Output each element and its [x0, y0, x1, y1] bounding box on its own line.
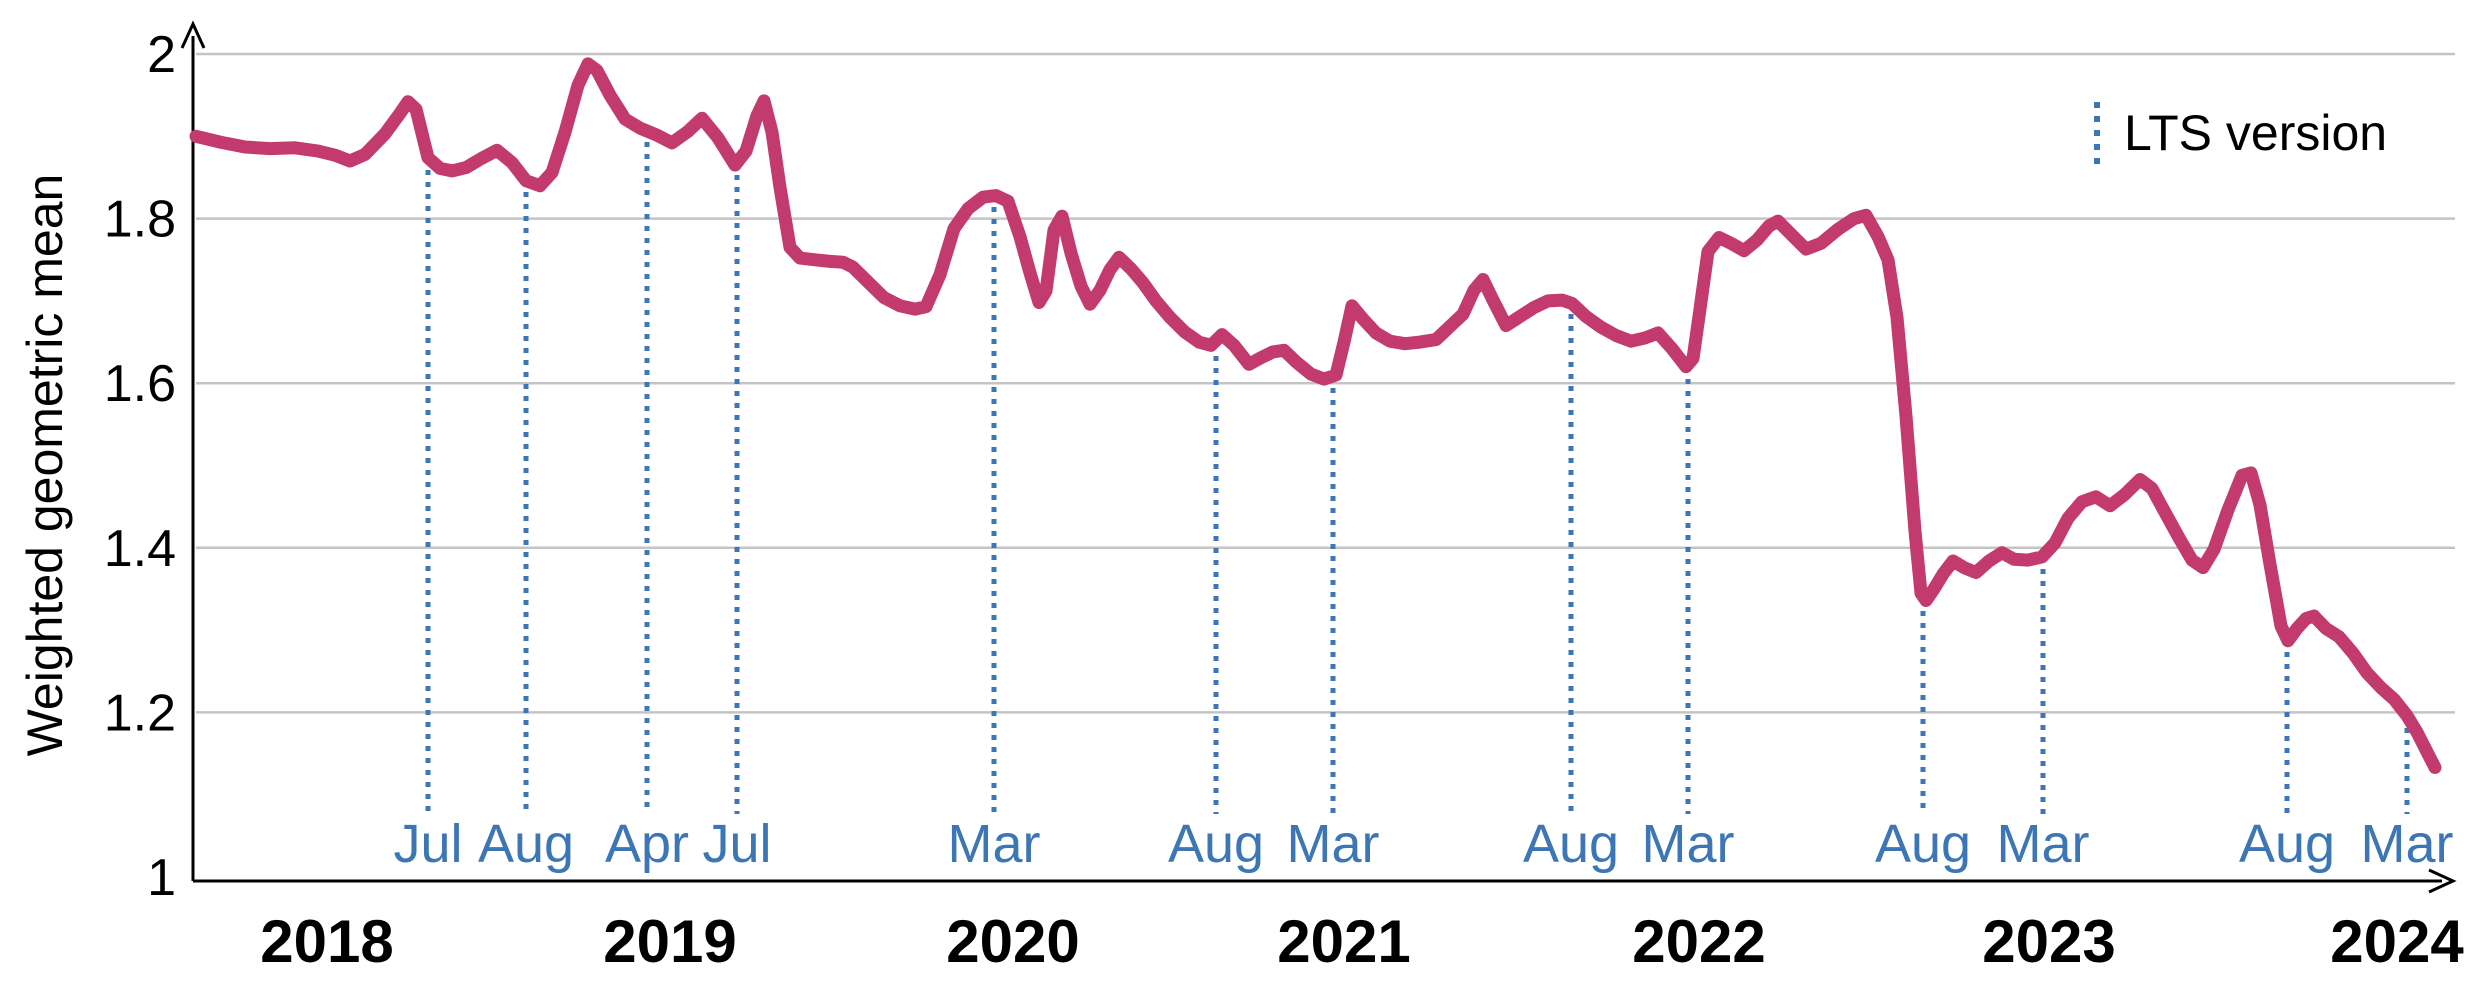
- axes: [180, 20, 2457, 894]
- y-tick-label: 1.4: [104, 520, 176, 578]
- x-tick-label: 2022: [1632, 908, 1765, 975]
- lts-marker-label: Aug: [1523, 814, 1619, 874]
- lts-marker-label: Aug: [1168, 814, 1264, 874]
- y-axis-title: Weighted geometric mean: [17, 174, 73, 757]
- series-line: [189, 57, 2442, 774]
- lts-marker-label: Jul: [393, 814, 462, 874]
- lts-marker-label: Aug: [2239, 814, 2335, 874]
- x-axis-arrow-icon: [2428, 868, 2457, 894]
- x-tick-label: 2024: [2330, 908, 2464, 975]
- lts-marker-label: Mar: [1287, 814, 1380, 874]
- data-series: [189, 57, 2442, 774]
- lts-marker-label: Aug: [478, 814, 574, 874]
- x-tick-labels: 2018 2019 2020 2021 2022 2023 2024: [260, 908, 2464, 975]
- lts-marker-label: Mar: [1642, 814, 1735, 874]
- y-tick-labels: 2 1.8 1.6 1.4 1.2 1: [104, 26, 176, 907]
- x-tick-label: 2023: [1982, 908, 2115, 975]
- lts-marker-label: Aug: [1875, 814, 1971, 874]
- lts-marker-label: Mar: [948, 814, 1041, 874]
- lts-marker-label: Mar: [2361, 814, 2454, 874]
- y-axis-arrow-icon: [180, 20, 206, 49]
- x-tick-label: 2019: [603, 908, 736, 975]
- y-tick-label: 2: [147, 26, 176, 84]
- lts-marker-label: Jul: [702, 814, 771, 874]
- y-tick-label: 1.2: [104, 684, 176, 742]
- legend: LTS version: [2094, 102, 2387, 164]
- x-tick-label: 2018: [260, 908, 393, 975]
- y-tick-label: 1: [147, 849, 176, 907]
- y-tick-label: 1.8: [104, 191, 176, 249]
- legend-label: LTS version: [2124, 105, 2387, 161]
- x-tick-label: 2020: [946, 908, 1079, 975]
- lts-marker-label: Mar: [1997, 814, 2090, 874]
- y-tick-label: 1.6: [104, 355, 176, 413]
- x-tick-label: 2021: [1277, 908, 1410, 975]
- lts-marker-label: Apr: [605, 814, 689, 874]
- lts-marker-lines: Jul Aug Apr Jul Mar Aug Mar Aug Mar Aug Mar Aug Mar: [393, 142, 2454, 874]
